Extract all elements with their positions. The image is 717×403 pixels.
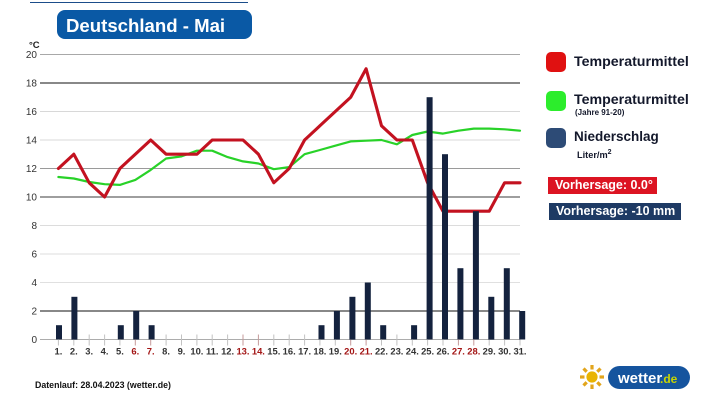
svg-text:8: 8 [31,221,37,232]
svg-text:10.: 10. [190,346,203,357]
svg-text:31.: 31. [513,346,526,357]
svg-text:2: 2 [31,307,37,318]
svg-text:29.: 29. [483,346,496,357]
svg-text:3.: 3. [85,346,93,357]
svg-text:26.: 26. [436,346,449,357]
svg-text:16.: 16. [283,346,296,357]
svg-text:21.: 21. [360,346,373,357]
svg-text:10: 10 [26,193,38,204]
svg-text:12: 12 [26,164,38,175]
svg-text:15.: 15. [267,346,280,357]
svg-text:8.: 8. [162,346,170,357]
svg-text:30.: 30. [498,346,511,357]
svg-text:25.: 25. [421,346,434,357]
svg-text:7.: 7. [147,346,155,357]
svg-text:11.: 11. [206,346,219,357]
svg-text:16: 16 [26,107,38,118]
svg-text:18: 18 [26,79,38,90]
svg-text:5.: 5. [116,346,124,357]
svg-text:1.: 1. [54,346,62,357]
svg-text:wetter: wetter [617,370,662,387]
svg-text:.de: .de [660,372,678,386]
svg-text:9.: 9. [178,346,186,357]
svg-text:28.: 28. [467,346,480,357]
svg-text:27.: 27. [452,346,465,357]
svg-text:4: 4 [31,278,37,289]
svg-text:17.: 17. [298,346,311,357]
svg-text:20: 20 [26,50,38,61]
svg-text:19.: 19. [329,346,342,357]
svg-text:0: 0 [31,335,37,346]
svg-text:4.: 4. [101,346,109,357]
svg-text:24.: 24. [406,346,419,357]
svg-text:12.: 12. [221,346,234,357]
svg-text:18.: 18. [313,346,326,357]
svg-text:6.: 6. [131,346,139,357]
svg-text:23.: 23. [390,346,403,357]
svg-text:20.: 20. [344,346,357,357]
svg-text:2.: 2. [70,346,78,357]
svg-text:14.: 14. [252,346,265,357]
svg-text:22.: 22. [375,346,388,357]
svg-text:14: 14 [26,136,38,147]
svg-text:6: 6 [31,250,37,261]
svg-text:13.: 13. [236,346,249,357]
svg-text:°C: °C [29,40,40,51]
